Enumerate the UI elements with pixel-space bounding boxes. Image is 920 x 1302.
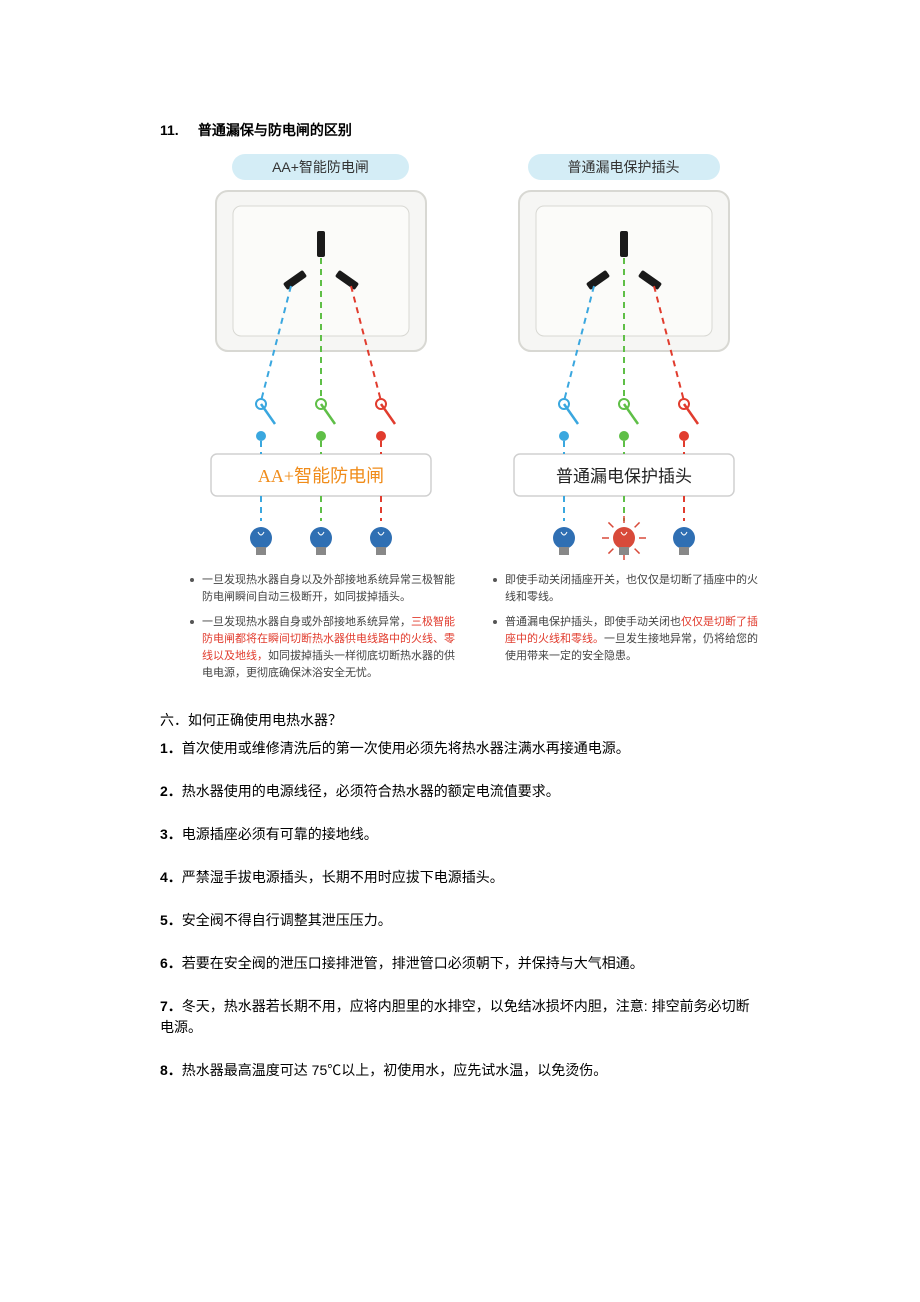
item-text: 若要在安全阀的泄压口接排泄管，排泄管口必须朝下，并保持与大气相通。 — [182, 955, 644, 971]
item-text: 严禁湿手拔电源插头，长期不用时应拔下电源插头。 — [182, 869, 504, 885]
note-item: 一旦发现热水器自身以及外部接地系统异常三极智能防电闸瞬间自动三极断开，如同拔掉插… — [190, 572, 457, 606]
section-6-items: 1．首次使用或维修清洗后的第一次使用必须先将热水器注满水再接通电源。 2．热水器使… — [160, 738, 760, 1081]
usage-item: 7．冬天，热水器若长期不用，应将内胆里的水排空，以免结冰损坏内胆，注意: 排空前… — [160, 996, 760, 1038]
usage-item: 8．热水器最高温度可达 75℃以上，初使用水，应先试水温，以免烫伤。 — [160, 1060, 760, 1081]
note-item: 一旦发现热水器自身或外部接地系统异常，三极智能防电闸都将在瞬间切断热水器供电线路… — [190, 614, 457, 682]
section-11-title: 11. 普通漏保与防电闸的区别 — [160, 120, 760, 140]
left-notes: 一旦发现热水器自身以及外部接地系统异常三极智能防电闸瞬间自动三极断开，如同拔掉插… — [184, 572, 457, 682]
note-item: 即使手动关闭插座开关，也仅仅是切断了插座中的火线和零线。 — [493, 572, 760, 606]
item-text: 热水器使用的电源线径，必须符合热水器的额定电流值要求。 — [182, 783, 560, 799]
item-number: 6． — [160, 955, 182, 971]
item-number: 8． — [160, 1062, 182, 1078]
item-number: 5． — [160, 912, 182, 928]
usage-item: 1．首次使用或维修清洗后的第一次使用必须先将热水器注满水再接通电源。 — [160, 738, 760, 759]
item-number: 3． — [160, 826, 182, 842]
usage-item: 4．严禁湿手拔电源插头，长期不用时应拔下电源插头。 — [160, 867, 760, 888]
note-item: 普通漏电保护插头，即使手动关闭也仅仅是切断了插座中的火线和零线。一旦发生接地异常… — [493, 614, 760, 665]
usage-item: 6．若要在安全阀的泄压口接排泄管，排泄管口必须朝下，并保持与大气相通。 — [160, 953, 760, 974]
svg-text:普通漏电保护插头: 普通漏电保护插头 — [556, 467, 692, 486]
left-socket-svg: AA+智能防电闸 — [191, 186, 451, 566]
item-text: 安全阀不得自行调整其泄压压力。 — [182, 912, 392, 928]
left-panel: AA+智能防电闸 AA+智能防电闸 一旦发现热水器自身以及外部接地系统异常三极智… — [184, 154, 457, 690]
svg-text:AA+智能防电闸: AA+智能防电闸 — [257, 466, 383, 486]
item-number: 4． — [160, 869, 182, 885]
left-pill: AA+智能防电闸 — [232, 154, 409, 180]
item-text: 热水器最高温度可达 75℃以上，初使用水，应先试水温，以免烫伤。 — [182, 1062, 607, 1078]
item-number: 1． — [160, 740, 182, 756]
section-6-heading: 六．如何正确使用电热水器？ — [160, 710, 760, 730]
item-text: 电源插座必须有可靠的接地线。 — [182, 826, 378, 842]
item-text: 冬天，热水器若长期不用，应将内胆里的水排空，以免结冰损坏内胆，注意: 排空前务必… — [160, 998, 750, 1035]
item-number: 2． — [160, 783, 182, 799]
right-socket-svg: 普通漏电保护插头 — [494, 186, 754, 566]
title-text: 普通漏保与防电闸的区别 — [198, 122, 352, 138]
comparison-diagram: AA+智能防电闸 AA+智能防电闸 一旦发现热水器自身以及外部接地系统异常三极智… — [184, 154, 760, 690]
right-pill: 普通漏电保护插头 — [528, 154, 720, 180]
item-text: 首次使用或维修清洗后的第一次使用必须先将热水器注满水再接通电源。 — [182, 740, 630, 756]
title-num: 11. — [160, 122, 194, 138]
right-notes: 即使手动关闭插座开关，也仅仅是切断了插座中的火线和零线。普通漏电保护插头，即使手… — [487, 572, 760, 665]
usage-item: 2．热水器使用的电源线径，必须符合热水器的额定电流值要求。 — [160, 781, 760, 802]
right-panel: 普通漏电保护插头 普通漏电保护插头 即使手动关闭插座开关，也仅仅是切断了插座中的… — [487, 154, 760, 690]
usage-item: 5．安全阀不得自行调整其泄压压力。 — [160, 910, 760, 931]
item-number: 7． — [160, 998, 182, 1014]
usage-item: 3．电源插座必须有可靠的接地线。 — [160, 824, 760, 845]
